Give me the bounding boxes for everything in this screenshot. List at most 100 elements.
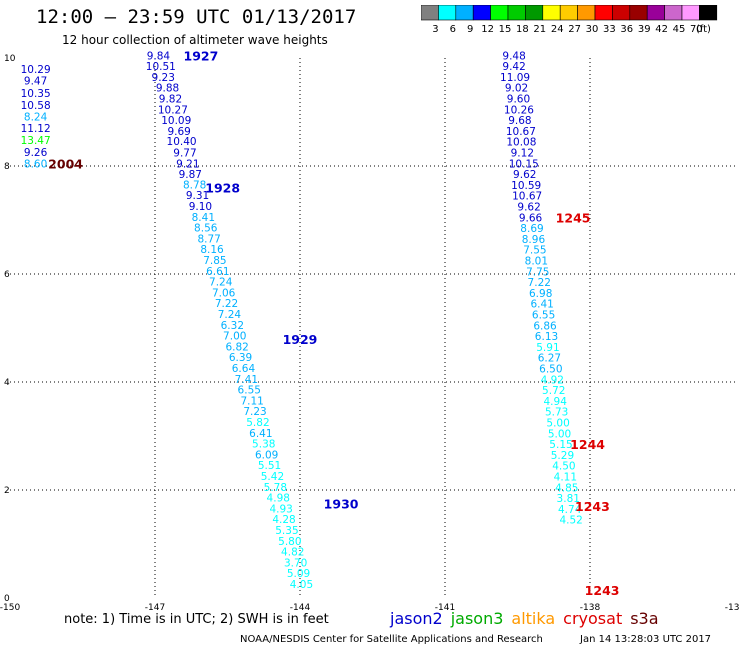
colorbar-label: 18 [516, 24, 529, 35]
data-point-label: 9.77 [173, 148, 196, 160]
data-point-label: 5.38 [252, 439, 275, 451]
orbit-annotation: 1927 [184, 48, 219, 63]
data-point-label: 3.70 [284, 557, 307, 569]
data-point-label: 7.41 [235, 374, 258, 386]
data-point-label: 9.42 [502, 61, 525, 73]
data-point-label: 4.28 [272, 514, 295, 526]
data-point-label: 5.91 [536, 342, 559, 354]
x-tick-label: -141 [435, 603, 455, 610]
data-point-label: 9.47 [24, 76, 47, 88]
data-point-label: 7.11 [240, 395, 263, 407]
data-point-label: 8.78 [183, 179, 206, 191]
colorbar-label: 3 [432, 24, 438, 35]
data-point-label: 5.42 [261, 471, 284, 483]
data-point-label: 7.85 [203, 255, 226, 267]
data-point-label: 10.08 [506, 137, 536, 149]
data-point-label: 4.85 [555, 482, 578, 494]
colorbar-label: 12 [481, 24, 494, 35]
data-point-label: 7.75 [526, 266, 549, 278]
y-tick-label: 2 [4, 486, 10, 496]
y-tick-label: 8 [4, 162, 10, 172]
colorbar-label: 15 [499, 24, 512, 35]
y-tick-label: 0 [4, 594, 10, 604]
data-point-label: 9.60 [507, 94, 530, 106]
data-point-label: 9.31 [186, 190, 209, 202]
colorbar-label: 70 [690, 24, 703, 35]
orbit-annotation: 1930 [324, 497, 359, 512]
data-point-label: 6.64 [232, 363, 256, 375]
data-point-label: 8.24 [24, 111, 48, 123]
data-point-label: 10.58 [21, 100, 51, 112]
data-point-label: 4.52 [559, 515, 582, 527]
legend-item-jason2: jason2 [390, 609, 443, 628]
data-point-label: 5.09 [287, 568, 310, 580]
legend-item-cryosat: cryosat [563, 609, 623, 628]
orbit-annotation: 1243 [585, 583, 620, 598]
data-point-label: 9.87 [179, 169, 202, 181]
data-point-label: 9.02 [505, 83, 528, 95]
data-point-label: 4.05 [290, 579, 313, 591]
orbit-annotation: 1929 [283, 332, 318, 347]
data-point-label: 5.82 [246, 417, 269, 429]
data-point-label: 11.09 [500, 72, 530, 84]
data-point-label: 9.12 [511, 148, 534, 160]
data-point-label: 9.68 [508, 115, 531, 127]
data-point-label: 4.92 [541, 374, 564, 386]
colorbar-label: 33 [603, 24, 616, 35]
data-point-label: 4.98 [267, 493, 290, 505]
data-point-label: 5.00 [548, 428, 571, 440]
data-point-label: 10.29 [21, 64, 51, 76]
data-point-label: 7.24 [218, 309, 242, 321]
data-point-label: 13.47 [21, 135, 51, 147]
data-point-label: 8.60 [24, 158, 47, 170]
data-point-label: 8.69 [520, 223, 543, 235]
data-point-label: 9.62 [513, 169, 536, 181]
x-tick-label: -135 [725, 603, 740, 610]
color-scale-bar: 3 6 9 12 15 18 21 24 27 30 33 36 39 42 45 70(ft) [421, 5, 718, 35]
data-point-label: 9.82 [159, 94, 182, 106]
credit-line: NOAA/NESDIS Center for Satellite Applica… [240, 634, 543, 645]
colorbar-label: 21 [533, 24, 546, 35]
data-point-label: 9.84 [147, 50, 171, 62]
y-tick-label: 4 [4, 378, 10, 388]
colorbar-label: 9 [467, 24, 473, 35]
colorbar-label: 24 [551, 24, 564, 35]
data-point-label: 6.82 [225, 341, 248, 353]
data-point-label: 6.86 [533, 320, 557, 332]
colorbar-label: 42 [655, 24, 668, 35]
data-point-label: 7.22 [528, 277, 551, 289]
page-subtitle: 12 hour collection of altimeter wave hei… [62, 33, 328, 47]
data-point-label: 7.06 [212, 287, 236, 299]
x-tick-label: -138 [580, 603, 601, 610]
colorbar-label: 27 [568, 24, 581, 35]
orbit-annotation: 1243 [575, 499, 610, 514]
data-point-label: 4.74 [558, 504, 582, 516]
data-point-label: 6.32 [221, 320, 244, 332]
data-point-label: 6.50 [539, 364, 562, 376]
y-tick-label: 10 [4, 54, 16, 64]
colorbar-label: 30 [586, 24, 599, 35]
data-point-label: 5.51 [258, 460, 281, 472]
data-point-label: 10.26 [504, 104, 534, 116]
data-point-label: 7.24 [209, 277, 233, 289]
data-point-label: 5.78 [264, 482, 287, 494]
data-point-label: 5.29 [551, 450, 574, 462]
data-point-label: 11.12 [21, 123, 51, 135]
colorbar-label: 36 [620, 24, 633, 35]
data-point-label: 8.16 [200, 244, 224, 256]
data-point-label: 6.55 [532, 310, 555, 322]
data-point-label: 9.48 [502, 50, 525, 62]
data-point-label: 6.09 [255, 449, 278, 461]
colorbar-label: (ft) [696, 24, 711, 35]
data-point-label: 4.82 [281, 547, 304, 559]
data-point-label: 9.66 [519, 212, 543, 224]
data-point-label: 6.13 [535, 331, 558, 343]
data-point-label: 10.40 [167, 136, 197, 148]
data-point-label: 8.41 [192, 212, 215, 224]
legend-item-jason3: jason3 [450, 609, 504, 628]
data-point-label: 4.50 [552, 461, 575, 473]
data-point-label: 10.09 [161, 115, 191, 127]
colorbar-swatch [699, 5, 718, 21]
data-point-label: 8.77 [197, 233, 220, 245]
data-point-label: 9.62 [517, 202, 540, 214]
